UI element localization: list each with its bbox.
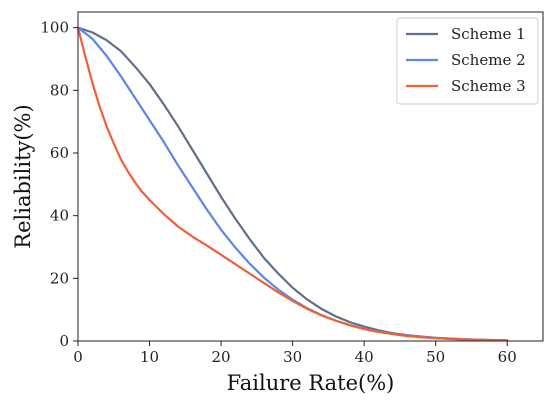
y-tick-label: 40	[50, 207, 69, 225]
y-tick-label: 60	[50, 144, 69, 162]
x-tick-label: 20	[212, 348, 231, 366]
legend-item: Scheme 1	[406, 25, 526, 43]
series-lines	[76, 26, 509, 342]
x-tick-label: 30	[283, 348, 302, 366]
x-tick-label: 40	[355, 348, 374, 366]
y-tick-label: 100	[40, 19, 69, 37]
axis-ticks: 0 10 20 30 40 50 60 0 20 40 60 80 100	[40, 19, 516, 366]
x-tick-label: 50	[426, 348, 445, 366]
legend-label: Scheme 1	[451, 25, 526, 43]
legend-item: Scheme 2	[406, 51, 526, 69]
y-tick-label: 0	[59, 332, 69, 350]
y-tick-label: 80	[50, 81, 69, 99]
x-tick-label: 0	[73, 348, 83, 366]
legend-label: Scheme 2	[451, 51, 526, 69]
plot-frame	[77, 11, 544, 342]
legend-item: Scheme 3	[406, 77, 526, 95]
x-axis-title: Failure Rate(%)	[227, 371, 395, 395]
legend-label: Scheme 3	[451, 77, 526, 95]
x-tick-label: 10	[140, 348, 159, 366]
legend-box	[396, 17, 539, 105]
x-tick-label: 60	[498, 348, 517, 366]
series-line-3	[76, 26, 509, 342]
y-axis-title: Reliability(%)	[11, 104, 35, 248]
y-tick-label: 20	[50, 269, 69, 287]
legend: Scheme 1 Scheme 2 Scheme 3	[396, 17, 539, 105]
